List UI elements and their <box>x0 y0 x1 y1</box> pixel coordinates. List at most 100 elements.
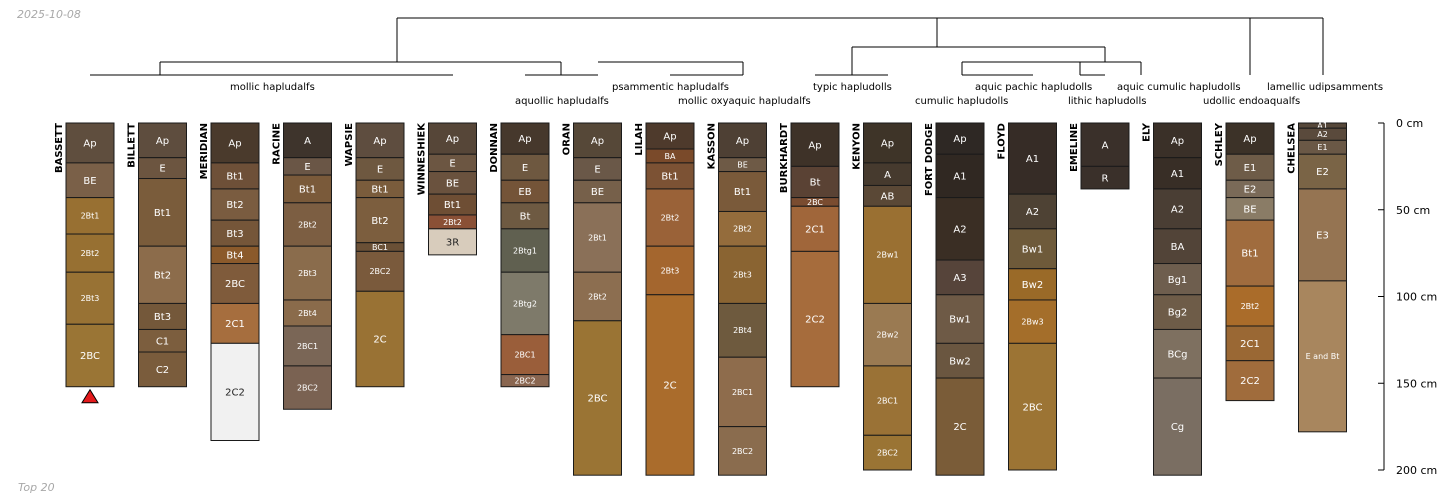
horizon-label: BA <box>665 152 676 161</box>
horizon-label: Ap <box>156 136 169 147</box>
horizon <box>283 174 332 204</box>
horizon <box>283 122 332 159</box>
axis-tick-label: 0 cm <box>1396 117 1423 130</box>
horizon <box>1225 122 1275 155</box>
horizon-label: E <box>159 164 165 175</box>
profile-name: BASSETT <box>54 123 65 173</box>
horizon-label: Bt1 <box>444 200 461 211</box>
horizon-label: A2 <box>1171 204 1184 215</box>
group-label: typic hapludolls <box>813 82 892 93</box>
horizon-label: A2 <box>1026 207 1039 218</box>
horizon-label: 3R <box>446 237 459 248</box>
horizon-label: 2Bt4 <box>298 309 317 318</box>
profile-name: WINNESHIEK <box>417 122 428 195</box>
group-labels: mollic hapludalfs aquollic hapludalfs ps… <box>230 82 1383 107</box>
profile-name: BILLETT <box>127 123 138 168</box>
horizon-label: 2Bt2 <box>733 225 752 234</box>
horizon-label: BE <box>1243 204 1256 215</box>
horizon-label: Ap <box>518 134 531 145</box>
horizon <box>935 153 985 199</box>
horizon <box>1153 294 1202 330</box>
horizon-label: A1 <box>953 172 966 183</box>
date-stamp: 2025-10-08 <box>17 8 81 21</box>
horizon-label: E <box>304 162 310 173</box>
horizon <box>718 171 767 212</box>
profile-name: SCHLEY <box>1214 122 1225 166</box>
horizon-label: Bw2 <box>1022 280 1043 291</box>
dendrogram <box>90 17 1324 76</box>
horizon <box>1153 377 1202 476</box>
horizon-label: Bt1 <box>1241 249 1258 260</box>
horizon-label: 2BC2 <box>732 447 753 456</box>
horizon-label: 2BC2 <box>877 449 898 458</box>
horizon-label: 2Bt2 <box>298 220 317 229</box>
horizon-label: Bg1 <box>1168 275 1188 286</box>
horizon <box>355 122 405 159</box>
horizon <box>283 245 332 301</box>
profile-meridian: MERIDIAN Ap Bt1 Bt2 Bt3 Bt4 2BC 2C1 2C2 <box>199 122 260 442</box>
horizon <box>1008 299 1057 344</box>
profile-oran: ORAN Ap E BE 2Bt1 2Bt2 2BC <box>562 122 622 476</box>
horizon <box>138 351 187 388</box>
horizon-label: E <box>377 165 383 176</box>
axis-tick-label: 100 cm <box>1396 291 1437 304</box>
horizon-label: Bw1 <box>949 315 970 326</box>
horizon-label: 2BC1 <box>297 342 318 351</box>
horizon-label: 2Bt3 <box>661 266 680 275</box>
horizon <box>355 290 405 388</box>
horizon-label: Ap <box>808 140 821 151</box>
profile-winneshiek: WINNESHIEK Ap E BE Bt1 2Bt2 3R <box>417 122 477 256</box>
horizon <box>65 197 115 235</box>
horizon <box>65 233 115 273</box>
profile-name: FORT DODGE <box>924 123 935 196</box>
horizon <box>500 202 550 230</box>
profile-kenyon: KENYON Ap A AB 2Bw1 2Bw2 2BC1 2BC2 <box>852 122 912 471</box>
horizon <box>1153 263 1202 296</box>
horizon <box>718 356 767 428</box>
horizon-label: 2Bt2 <box>443 218 462 227</box>
horizon <box>790 250 840 388</box>
horizon <box>210 162 260 190</box>
group-label: psammentic hapludalfs <box>612 82 729 93</box>
horizon <box>645 294 695 476</box>
profile-schley: SCHLEY Ap E1 E2 BE Bt1 2Bt2 2C1 2C2 <box>1214 122 1275 402</box>
horizon <box>1008 268 1057 301</box>
horizon-label: BC1 <box>372 243 388 252</box>
horizon <box>283 365 332 410</box>
profile-name: CHELSEA <box>1287 123 1298 174</box>
horizon <box>718 302 767 358</box>
horizon-label: 2C1 <box>1240 339 1260 350</box>
horizon-label: Ap <box>736 136 749 147</box>
horizon <box>863 365 912 436</box>
horizon <box>935 122 985 155</box>
horizon <box>863 302 912 367</box>
horizon-label: Bt1 <box>154 208 171 219</box>
horizon <box>355 250 405 292</box>
horizon-label: Bt1 <box>226 172 243 183</box>
horizon-label: Ap <box>591 136 604 147</box>
horizon-label: 2C2 <box>805 315 825 326</box>
horizon-label: Ap <box>663 132 676 143</box>
footer-label: Top 20 <box>18 481 55 494</box>
horizon-label: Bw2 <box>949 356 970 367</box>
horizon-label: 2BC <box>1022 402 1042 413</box>
horizon <box>718 426 767 476</box>
horizon-label: BA <box>1171 242 1185 253</box>
horizon <box>790 205 840 252</box>
horizon <box>500 122 550 155</box>
profile-kasson: KASSON Ap BE Bt1 2Bt2 2Bt3 2Bt4 2BC1 2BC2 <box>707 122 767 476</box>
horizon-label: E2 <box>1244 185 1257 196</box>
horizon <box>573 271 622 322</box>
horizon-label: 2Bt2 <box>1241 302 1260 311</box>
horizon <box>210 219 260 247</box>
horizon-label: 2Bt1 <box>81 212 100 221</box>
horizon <box>790 165 840 199</box>
horizon-label: BE <box>591 187 604 198</box>
horizon-label: A2 <box>953 224 966 235</box>
horizon-label: 2Bt1 <box>588 233 607 242</box>
profile-name: BURKHARDT <box>779 123 790 193</box>
horizon-label: Bw1 <box>1022 244 1043 255</box>
